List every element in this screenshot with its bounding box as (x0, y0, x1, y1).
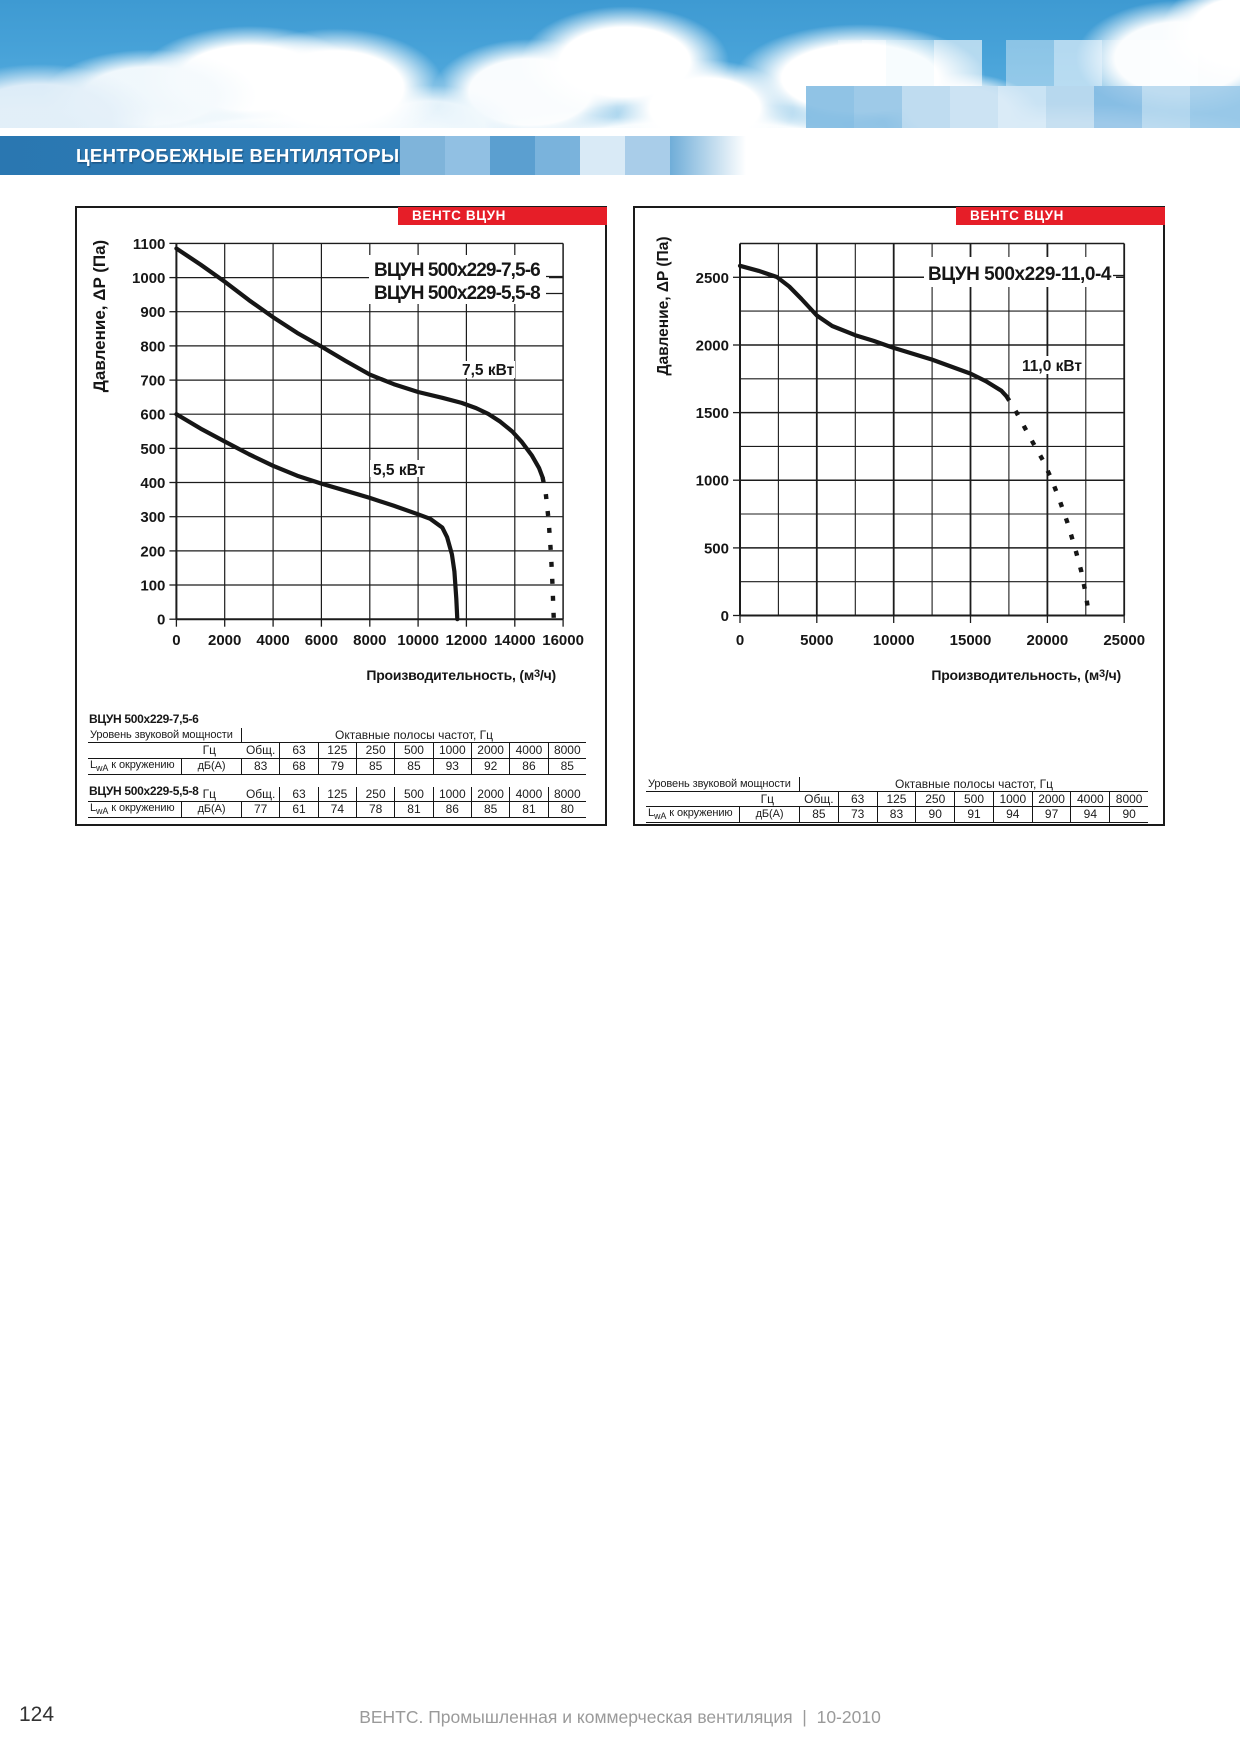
svg-text:500: 500 (704, 540, 729, 557)
svg-text:ВЦУН 500x229-7,5-6: ВЦУН 500x229-7,5-6 (374, 260, 540, 281)
svg-text:5000: 5000 (800, 632, 833, 649)
svg-text:1000: 1000 (132, 270, 165, 287)
svg-text:7,5 кВт: 7,5 кВт (462, 362, 515, 379)
svg-text:2000: 2000 (208, 632, 241, 649)
svg-text:Давление, ΔP (Па): Давление, ΔP (Па) (655, 237, 672, 376)
svg-text:300: 300 (140, 509, 165, 526)
svg-text:0: 0 (157, 612, 165, 629)
svg-text:10000: 10000 (397, 632, 439, 649)
svg-text:200: 200 (140, 543, 165, 560)
svg-text:0: 0 (736, 632, 744, 649)
svg-text:2000: 2000 (696, 338, 729, 355)
svg-text:400: 400 (140, 475, 165, 492)
svg-text:500: 500 (140, 441, 165, 458)
svg-text:ВЦУН 500x229-11,0-4: ВЦУН 500x229-11,0-4 (928, 264, 1112, 285)
svg-text:12000: 12000 (446, 632, 488, 649)
svg-text:20000: 20000 (1027, 632, 1069, 649)
svg-text:1000: 1000 (696, 473, 729, 490)
svg-text:16000: 16000 (542, 632, 584, 649)
svg-text:4000: 4000 (256, 632, 289, 649)
svg-text:0: 0 (721, 608, 729, 625)
svg-text:2500: 2500 (696, 270, 729, 287)
svg-text:15000: 15000 (950, 632, 992, 649)
svg-text:Давление, ΔP (Па): Давление, ΔP (Па) (90, 240, 109, 392)
svg-text:5,5 кВт: 5,5 кВт (373, 462, 426, 479)
svg-text:0: 0 (172, 632, 180, 649)
svg-text:1100: 1100 (133, 236, 166, 253)
svg-text:10000: 10000 (873, 632, 915, 649)
svg-text:11,0 кВт: 11,0 кВт (1022, 358, 1082, 375)
svg-text:25000: 25000 (1103, 632, 1145, 649)
svg-text:6000: 6000 (305, 632, 338, 649)
svg-text:Производительность, (м3/ч): Производительность, (м3/ч) (366, 667, 556, 683)
svg-text:600: 600 (140, 407, 165, 424)
svg-text:100: 100 (140, 578, 165, 595)
svg-text:1500: 1500 (696, 405, 729, 422)
svg-text:ВЦУН 500x229-5,5-8: ВЦУН 500x229-5,5-8 (374, 283, 540, 304)
svg-text:14000: 14000 (494, 632, 536, 649)
svg-text:900: 900 (140, 304, 165, 321)
svg-text:8000: 8000 (353, 632, 386, 649)
svg-text:800: 800 (140, 338, 165, 355)
svg-text:700: 700 (140, 373, 165, 390)
svg-text:Производительность, (м3/ч): Производительность, (м3/ч) (931, 667, 1121, 683)
